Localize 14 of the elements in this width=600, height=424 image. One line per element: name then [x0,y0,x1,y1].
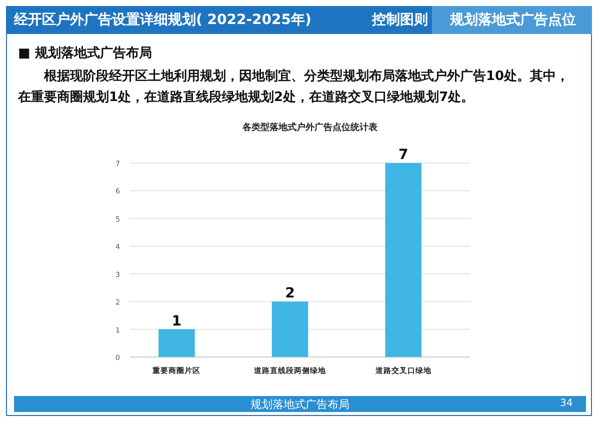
text: 根据现阶段经开区土地利用规划，因地制宜、分类型规划布局落地式户外广告10处。其中，在重要商圈规划1处，在道路直线段绿地规划2处，在道路交叉口绿地规划7处。 [18,68,570,107]
text: ■ 规划落地式广告布局 [18,44,152,62]
text: 34 [560,398,573,409]
data-label: 2 [285,286,295,302]
bar [385,163,422,357]
text: 规划落地式广告布局 [250,398,350,411]
data-label: 7 [398,147,408,163]
data-label: 1 [172,313,182,330]
chart-title: 各类型落地式户外广告点位统计表 [242,122,378,133]
bar [272,302,308,357]
text: 控制图则 [372,11,428,29]
bar [158,329,195,357]
text: 经开区户外广告设置详细规划( 2022-2025年) [14,11,312,29]
text: 规划落地式广告点位 [450,11,576,29]
